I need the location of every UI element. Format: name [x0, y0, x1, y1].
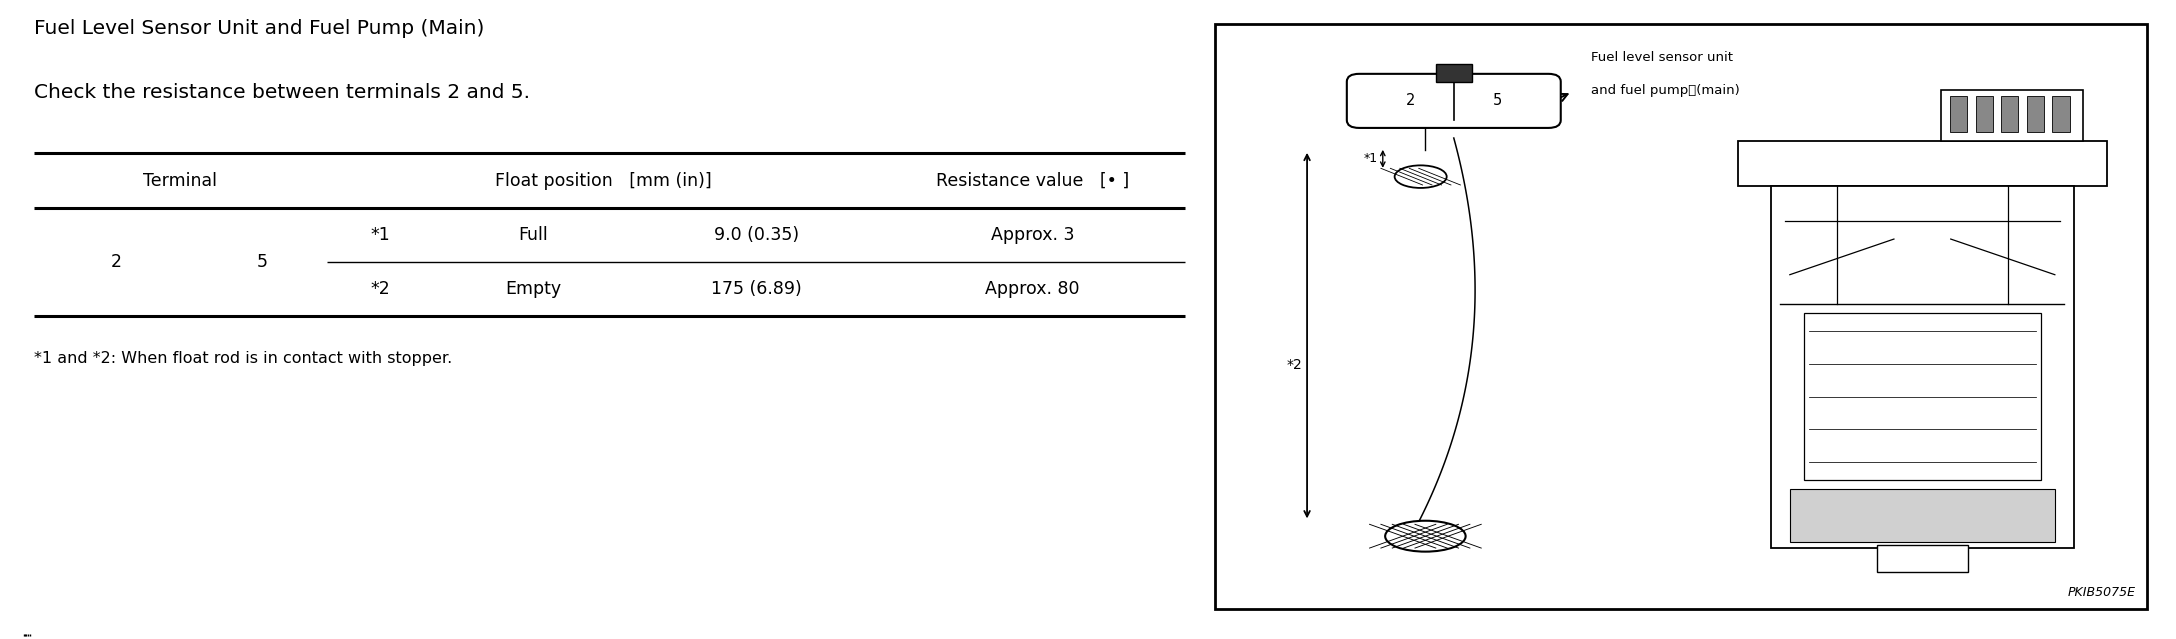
Text: *2: *2: [370, 280, 390, 298]
Text: Resistance value   [• ]: Resistance value [• ]: [936, 171, 1129, 190]
Text: Approx. 80: Approx. 80: [986, 280, 1079, 298]
Text: 2: 2: [1406, 93, 1414, 109]
Text: *1: *1: [370, 226, 390, 244]
Text: PKIB5075E: PKIB5075E: [2067, 585, 2135, 599]
Text: 175 (6.89): 175 (6.89): [712, 280, 801, 298]
Text: 5: 5: [1493, 93, 1501, 109]
Bar: [2002, 96, 2019, 132]
Ellipse shape: [1395, 166, 1447, 188]
Text: Fuel Level Sensor Unit and Fuel Pump (Main): Fuel Level Sensor Unit and Fuel Pump (Ma…: [33, 19, 483, 38]
Bar: [1739, 141, 2106, 185]
Bar: [1436, 64, 1471, 82]
Text: *1: *1: [1364, 152, 1377, 166]
Text: Float position   [mm (in)]: Float position [mm (in)]: [494, 171, 712, 190]
Bar: [1976, 96, 1993, 132]
Bar: [1804, 313, 2041, 480]
FancyBboxPatch shape: [1214, 24, 2148, 609]
Text: 2: 2: [111, 253, 122, 271]
Bar: [2052, 96, 2069, 132]
Text: Terminal: Terminal: [144, 171, 218, 190]
Text: *2: *2: [1286, 358, 1301, 373]
Text: Check the resistance between terminals 2 and 5.: Check the resistance between terminals 2…: [33, 83, 529, 102]
Text: 5: 5: [257, 253, 268, 271]
Bar: [2026, 96, 2043, 132]
Text: 9.0 (0.35): 9.0 (0.35): [714, 226, 799, 244]
Text: Empty: Empty: [505, 280, 561, 298]
Text: Fuel level sensor unit: Fuel level sensor unit: [1591, 51, 1732, 65]
Bar: [1791, 489, 2054, 542]
Bar: [1941, 91, 2082, 141]
Ellipse shape: [1386, 521, 1467, 551]
Text: Approx. 3: Approx. 3: [990, 226, 1075, 244]
FancyBboxPatch shape: [1347, 74, 1560, 128]
Bar: [1950, 96, 1967, 132]
Text: *1 and *2: When float rod is in contact with stopper.: *1 and *2: When float rod is in contact …: [33, 351, 453, 366]
Bar: [1771, 185, 2074, 548]
Text: and fuel pump　(main): and fuel pump (main): [1591, 84, 1741, 97]
Bar: [1878, 545, 1967, 572]
Text: Full: Full: [518, 226, 548, 244]
